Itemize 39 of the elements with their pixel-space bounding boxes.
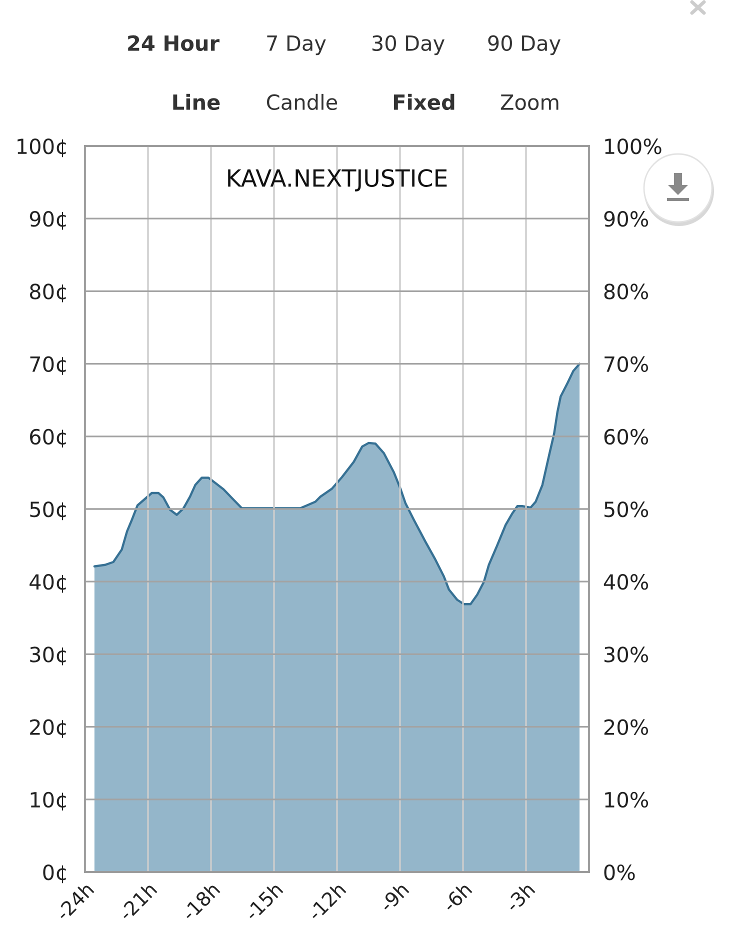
x-tick-label: -12h [306, 882, 346, 922]
y-tick-label: 50¢ [30, 501, 66, 520]
text: Zoom [500, 94, 558, 110]
y-tick-label: 60¢ [30, 428, 66, 448]
y-tick-label: 0¢ [43, 864, 66, 884]
y-tick-label: 70¢ [30, 356, 66, 375]
y-tick-label: 80¢ [30, 284, 66, 302]
y-tick-label: 30¢ [30, 646, 66, 666]
y2-tick-label: 40% [604, 574, 648, 590]
y-tick-label: 40¢ [30, 574, 66, 593]
y2-tick-label: 60% [604, 428, 648, 445]
y2-tick-label: 10% [605, 792, 648, 808]
x-tick-label: -18h [180, 882, 220, 922]
y-tick-label: 100¢ [18, 138, 66, 158]
y2-tick-label: 50% [604, 501, 648, 518]
y-tick-label: 10¢ [30, 792, 66, 810]
y2-tick-label: 70% [604, 356, 648, 372]
y2-tick-label: 30% [604, 646, 648, 662]
y-tick-label: 20¢ [30, 719, 66, 738]
text: KAVA.NEXTJUSTICE [228, 169, 447, 192]
x-tick-label: -9h [378, 882, 410, 913]
y2-tick-label: 90% [604, 211, 648, 227]
text: 90 Day [488, 35, 561, 56]
y-tick-label: 90¢ [30, 211, 66, 230]
text: 24 Hour [128, 35, 220, 52]
text: Candle [266, 94, 338, 110]
text: 30 Day [372, 35, 445, 56]
x-tick-label: -15h [244, 882, 284, 922]
x-tick-label: -21h [118, 882, 158, 922]
x-tick-label: -24h [54, 882, 94, 922]
text: Line [173, 94, 220, 110]
text: Fixed [394, 94, 454, 110]
x-tick-label: -3h [504, 882, 536, 913]
y2-tick-label: 100% [605, 138, 662, 154]
y2-tick-label: 0% [604, 864, 635, 880]
text: 7 Day [267, 36, 326, 56]
y2-tick-label: 80% [604, 284, 648, 300]
y2-tick-label: 20% [604, 719, 648, 736]
x-tick-label: -6h [441, 882, 472, 913]
